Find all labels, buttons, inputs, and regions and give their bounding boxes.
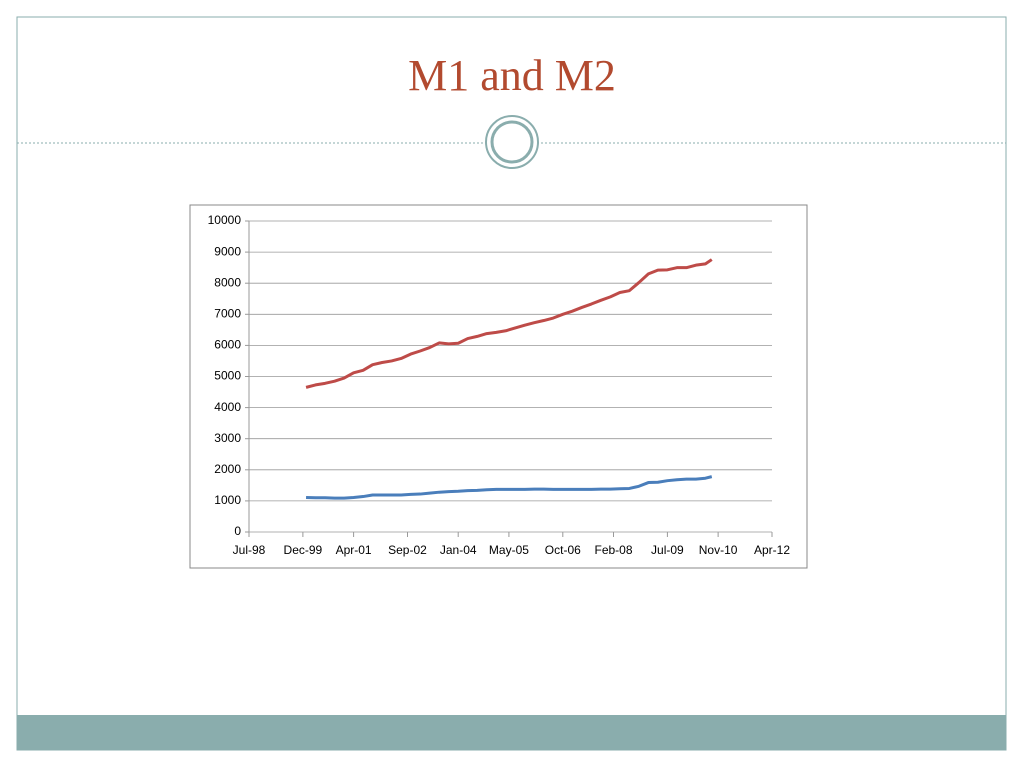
data-line — [305, 258, 713, 389]
x-tick-label: Sep-02 — [388, 543, 427, 557]
y-tick-label: 1000 — [214, 493, 241, 507]
x-tick-label: Dec-99 — [284, 543, 323, 557]
y-tick-label: 10000 — [208, 213, 242, 227]
chart-frame — [189, 204, 808, 569]
x-tick-label: Jul-98 — [233, 543, 266, 557]
footer-bar — [17, 715, 1006, 750]
divider-ornament — [490, 120, 534, 164]
y-tick-label: 3000 — [214, 431, 241, 445]
slide-title: M1 and M2 — [408, 51, 616, 100]
y-tick-label: 5000 — [214, 369, 241, 383]
y-tick-label: 9000 — [214, 244, 241, 258]
y-tick-label: 7000 — [214, 306, 241, 320]
x-tick-label: Jul-09 — [651, 543, 684, 557]
x-tick-label: Nov-10 — [699, 543, 738, 557]
x-tick-label: Apr-01 — [336, 543, 372, 557]
y-tick-label: 4000 — [214, 400, 241, 414]
x-tick-label: May-05 — [489, 543, 529, 557]
y-tick-label: 6000 — [214, 338, 241, 352]
x-tick-label: Jan-04 — [440, 543, 477, 557]
chart: 0 1000 2000 3000 4000 5000 6000 7000 8000 9000 100… — [208, 213, 791, 557]
x-tick-label: Oct-06 — [545, 543, 581, 557]
x-tick-label: Feb-08 — [594, 543, 632, 557]
data-line — [306, 475, 713, 500]
y-tick-label: 0 — [234, 524, 241, 538]
y-tick-label: 2000 — [214, 462, 241, 476]
x-tick-label: Apr-12 — [754, 543, 790, 557]
y-tick-label: 8000 — [214, 275, 241, 289]
